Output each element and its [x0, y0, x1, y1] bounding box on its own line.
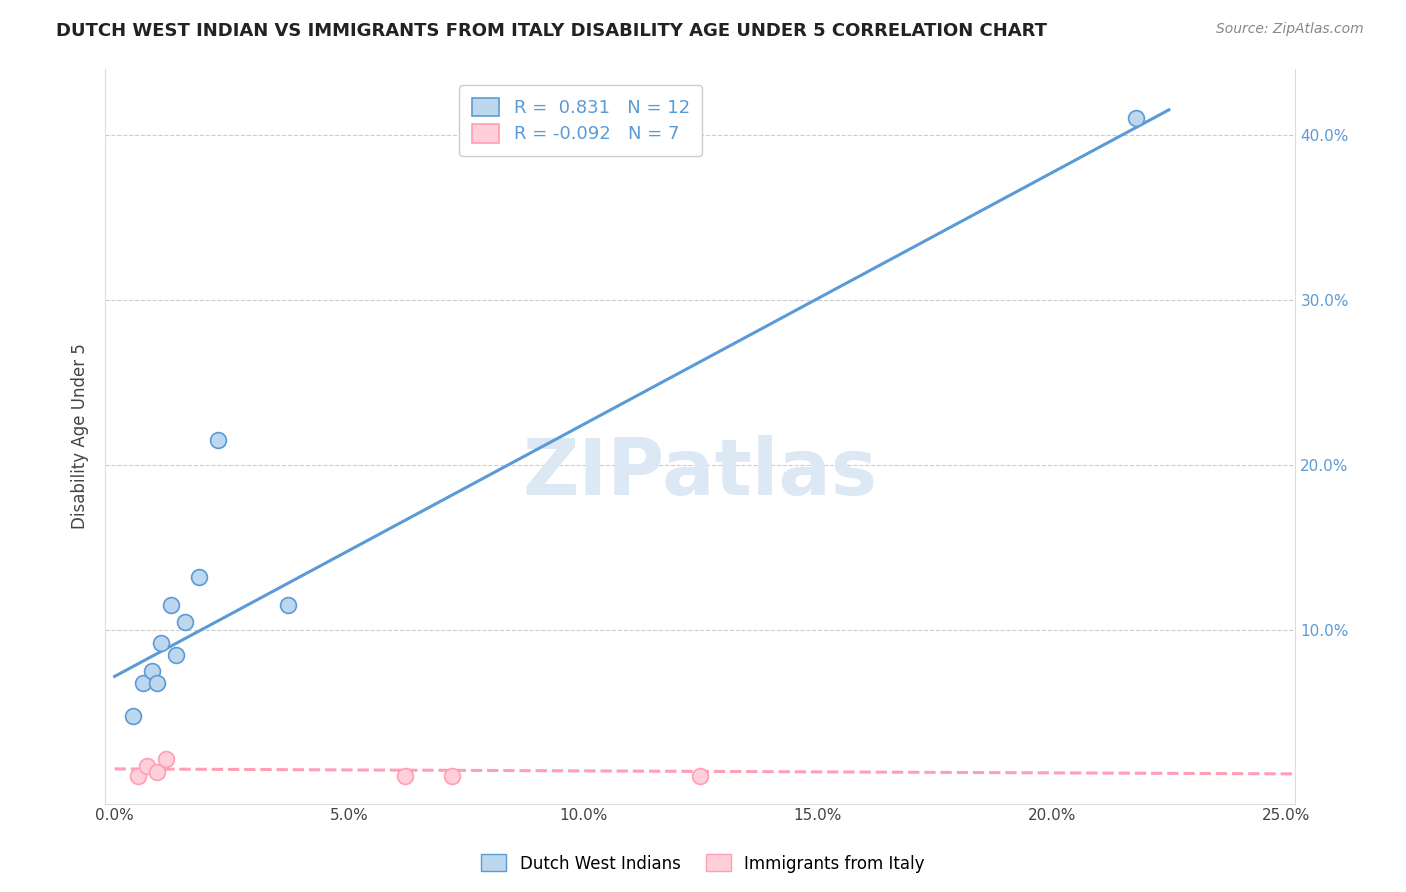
- Legend: Dutch West Indians, Immigrants from Italy: Dutch West Indians, Immigrants from Ital…: [475, 847, 931, 880]
- Point: [187, 570, 209, 584]
- Point: [440, 768, 463, 782]
- Text: DUTCH WEST INDIAN VS IMMIGRANTS FROM ITALY DISABILITY AGE UNDER 5 CORRELATION CH: DUTCH WEST INDIAN VS IMMIGRANTS FROM ITA…: [56, 22, 1047, 40]
- Point: [689, 768, 711, 782]
- Point: [207, 433, 229, 447]
- Point: [136, 758, 159, 772]
- Point: [145, 765, 167, 780]
- Point: [127, 768, 149, 782]
- Point: [159, 599, 181, 613]
- Point: [1125, 111, 1147, 125]
- Y-axis label: Disability Age Under 5: Disability Age Under 5: [72, 343, 89, 529]
- Point: [173, 615, 195, 629]
- Point: [150, 636, 173, 650]
- Point: [122, 709, 145, 723]
- Point: [155, 752, 177, 766]
- Point: [145, 676, 167, 690]
- Point: [277, 599, 299, 613]
- Point: [394, 768, 416, 782]
- Point: [141, 665, 163, 679]
- Text: Source: ZipAtlas.com: Source: ZipAtlas.com: [1216, 22, 1364, 37]
- Point: [131, 676, 153, 690]
- Legend: R =  0.831   N = 12, R = -0.092   N = 7: R = 0.831 N = 12, R = -0.092 N = 7: [460, 85, 703, 156]
- Point: [165, 648, 187, 662]
- Text: ZIPatlas: ZIPatlas: [523, 434, 877, 511]
